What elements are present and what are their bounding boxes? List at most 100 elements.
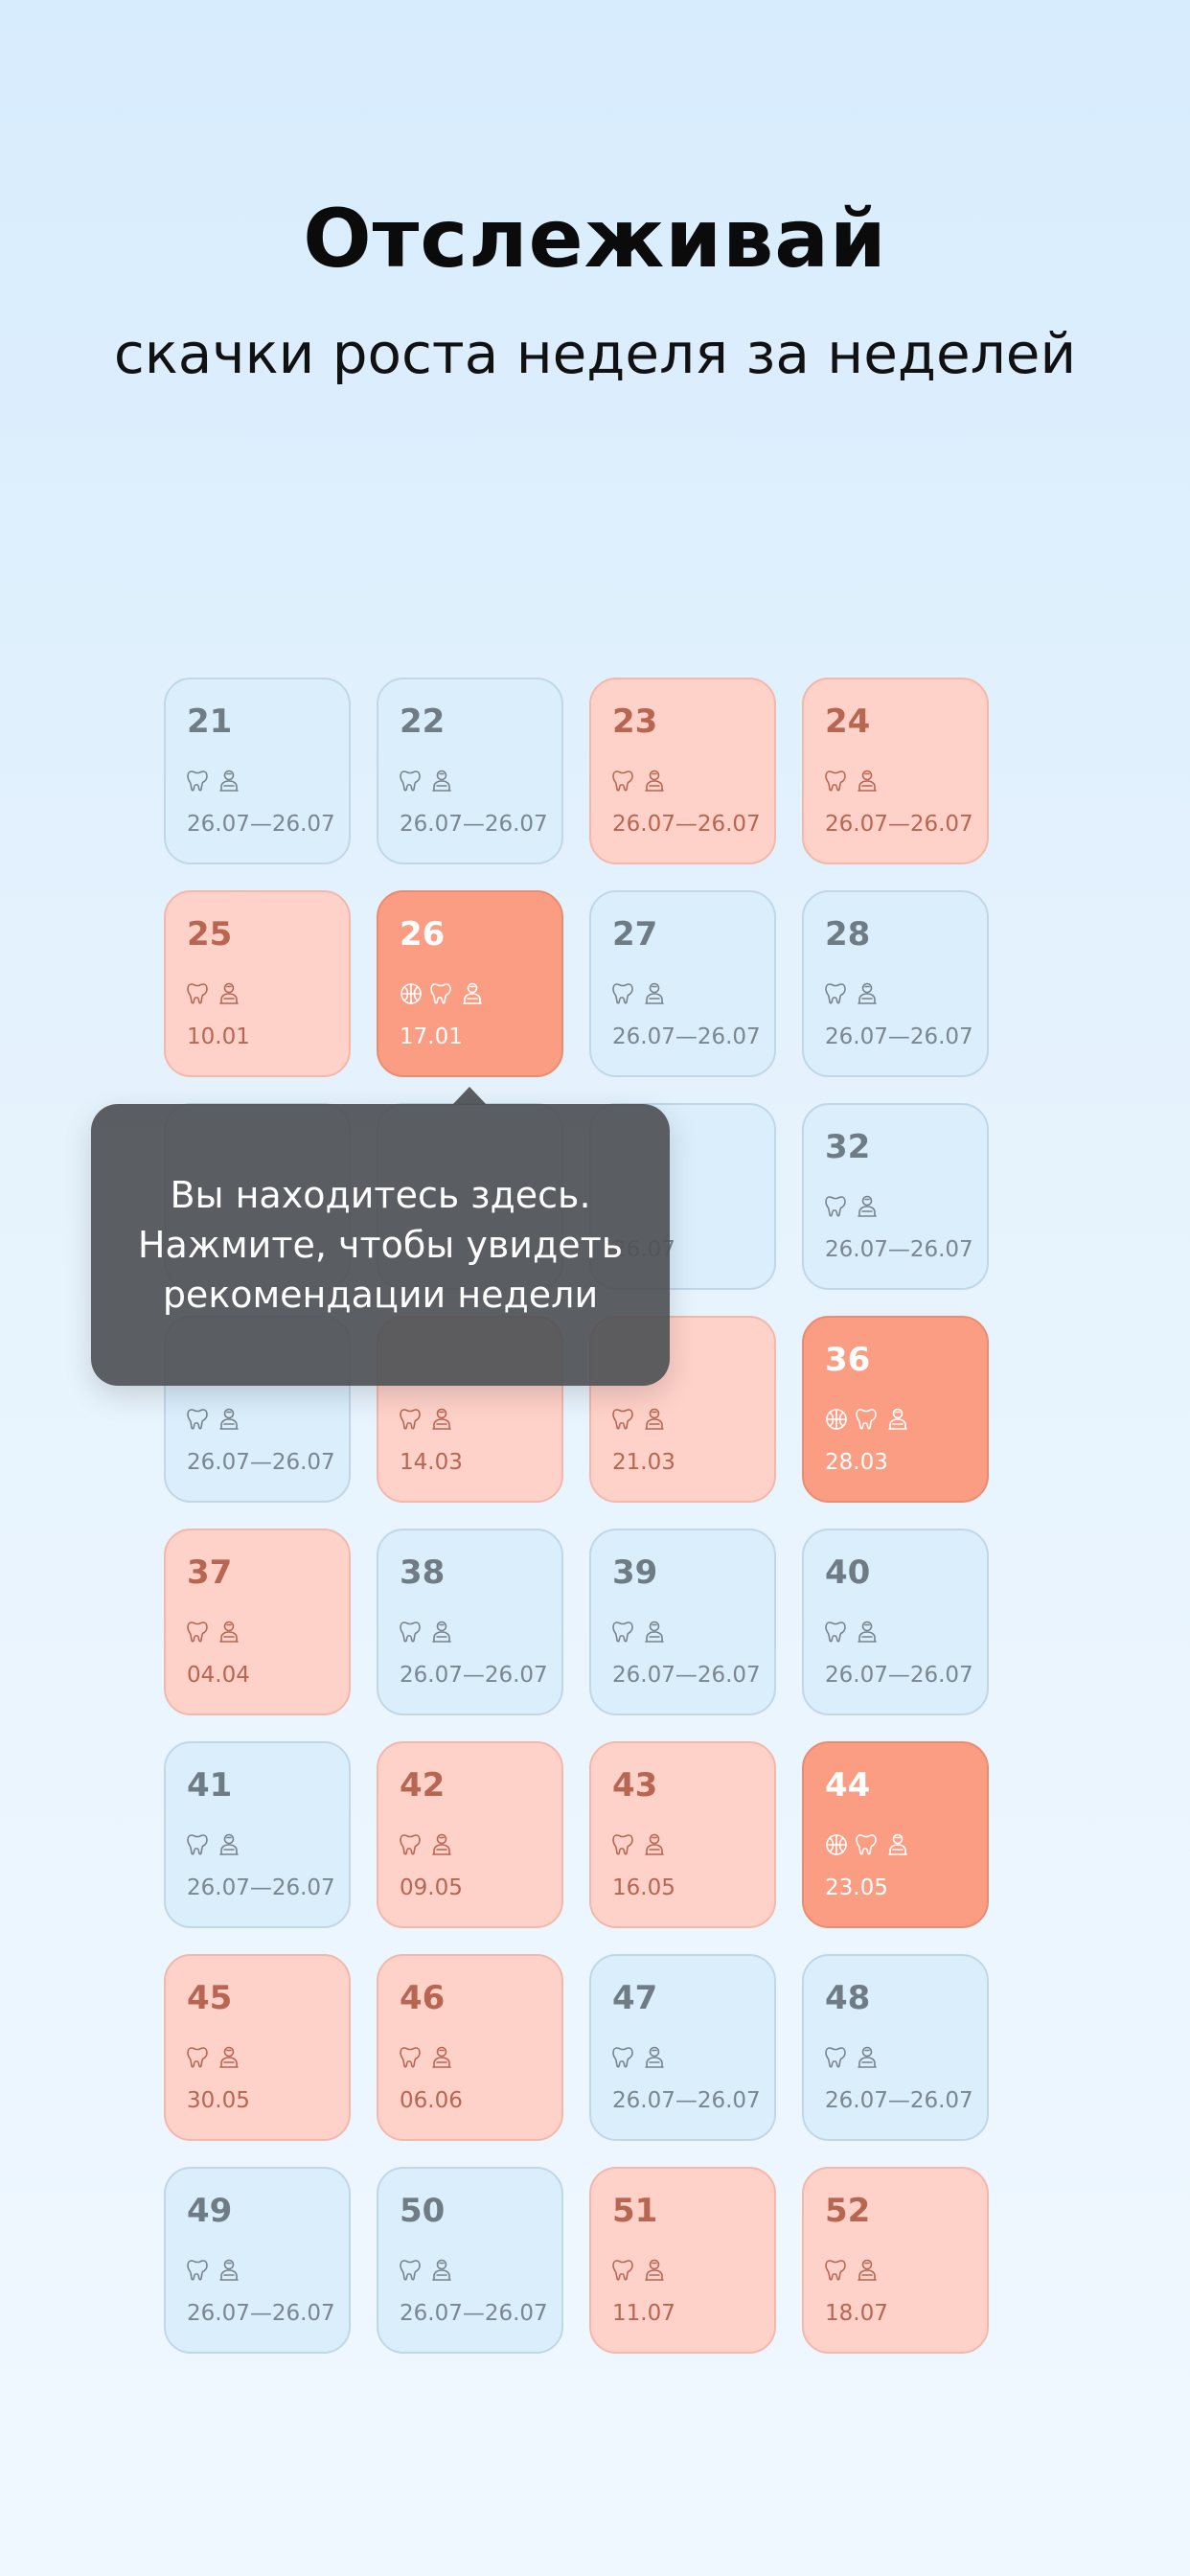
week-card[interactable]: 49 26.07—26.07 (164, 2167, 351, 2354)
week-number: 27 (612, 915, 658, 954)
tooth-icon (187, 983, 208, 1004)
week-number: 45 (187, 1979, 233, 2017)
week-number: 26 (400, 915, 446, 954)
week-date: 26.07—26.07 (612, 2088, 761, 2113)
tooth-icon (187, 2047, 208, 2068)
baby-icon (645, 1833, 664, 1855)
week-card[interactable]: 48 26.07—26.07 (802, 1954, 989, 2141)
tooth-icon (612, 2260, 633, 2281)
week-card[interactable]: 51 11.07 (589, 2167, 776, 2354)
tooth-icon (400, 770, 421, 792)
week-card[interactable]: 23 26.07—26.07 (589, 678, 776, 864)
week-icons (610, 1406, 668, 1433)
week-number: 25 (187, 915, 233, 954)
tooltip-arrow (452, 1087, 487, 1105)
week-card[interactable]: 22 26.07—26.07 (377, 678, 563, 864)
week-date: 26.07—26.07 (825, 2088, 973, 2113)
week-date: 26.07—26.07 (187, 1875, 335, 1900)
baby-icon (858, 770, 877, 792)
week-number: 49 (187, 2192, 233, 2230)
week-card[interactable]: 27 26.07—26.07 (589, 890, 776, 1077)
week-icons (823, 1831, 911, 1858)
week-card[interactable]: 50 26.07—26.07 (377, 2167, 563, 2354)
tooth-icon (400, 2260, 421, 2281)
week-date: 17.01 (400, 1024, 463, 1049)
week-icons (610, 1619, 668, 1645)
week-icons (398, 1406, 455, 1433)
week-date: 26.07—26.07 (825, 1663, 973, 1688)
tooth-icon (187, 2260, 208, 2281)
week-icons (823, 2257, 881, 2284)
week-card[interactable]: 28 26.07—26.07 (802, 890, 989, 1077)
week-card[interactable]: 46 06.06 (377, 1954, 563, 2141)
baby-icon (858, 2046, 877, 2068)
tooth-icon (400, 1622, 421, 1643)
week-card[interactable]: 39 26.07—26.07 (589, 1529, 776, 1715)
tooth-icon (612, 1834, 633, 1855)
baby-icon (858, 2259, 877, 2281)
week-icons (398, 1831, 455, 1858)
week-date: 26.07—26.07 (187, 2301, 335, 2326)
week-number: 47 (612, 1979, 658, 2017)
week-icons (185, 1831, 242, 1858)
baby-icon (219, 1621, 239, 1643)
week-card[interactable]: 44 23.05 (802, 1741, 989, 1928)
week-card[interactable]: 24 26.07—26.07 (802, 678, 989, 864)
week-date: 26.07—26.07 (187, 812, 335, 837)
tooth-icon (400, 1834, 421, 1855)
week-date: 26.07—26.07 (187, 1450, 335, 1475)
brain-icon (826, 1834, 847, 1855)
week-icons (185, 1406, 242, 1433)
baby-icon (219, 1408, 239, 1430)
week-date: 09.05 (400, 1875, 463, 1900)
tooth-icon (187, 1409, 208, 1430)
week-icons (823, 1406, 911, 1433)
week-card[interactable]: 21 26.07—26.07 (164, 678, 351, 864)
week-number: 32 (825, 1128, 871, 1166)
baby-icon (888, 1408, 907, 1430)
baby-icon (219, 982, 239, 1004)
week-card[interactable]: 40 26.07—26.07 (802, 1529, 989, 1715)
week-card[interactable]: 43 16.05 (589, 1741, 776, 1928)
week-card[interactable]: 42 09.05 (377, 1741, 563, 1928)
tooth-icon (400, 2047, 421, 2068)
week-date: 06.06 (400, 2088, 463, 2113)
baby-icon (888, 1833, 907, 1855)
week-card[interactable]: 52 18.07 (802, 2167, 989, 2354)
week-card[interactable]: 38 26.07—26.07 (377, 1529, 563, 1715)
tooth-icon (856, 1834, 877, 1855)
week-card[interactable]: 37 04.04 (164, 1529, 351, 1715)
week-icons (610, 768, 668, 794)
week-card[interactable]: 25 10.01 (164, 890, 351, 1077)
week-date: 26.07—26.07 (400, 1663, 548, 1688)
tooth-icon (612, 1409, 633, 1430)
baby-icon (645, 1621, 664, 1643)
week-card[interactable]: 26 17.01 (377, 890, 563, 1077)
week-number: 51 (612, 2192, 658, 2230)
week-card[interactable]: 36 28.03 (802, 1316, 989, 1503)
baby-icon (645, 770, 664, 792)
week-number: 21 (187, 702, 233, 741)
tooth-icon (612, 1622, 633, 1643)
week-icons (610, 2044, 668, 2071)
tooth-icon (187, 1834, 208, 1855)
week-card[interactable]: 45 30.05 (164, 1954, 351, 2141)
week-number: 37 (187, 1553, 233, 1592)
week-number: 23 (612, 702, 658, 741)
week-number: 39 (612, 1553, 658, 1592)
tooth-icon (825, 2047, 846, 2068)
week-card[interactable]: 32 26.07—26.07 (802, 1103, 989, 1290)
week-date: 30.05 (187, 2088, 250, 2113)
week-number: 48 (825, 1979, 871, 2017)
week-icons (610, 1831, 668, 1858)
week-date: 26.07—26.07 (400, 812, 548, 837)
week-card[interactable]: 41 26.07—26.07 (164, 1741, 351, 1928)
week-number: 42 (400, 1766, 446, 1805)
week-date: 28.03 (825, 1450, 888, 1475)
week-number: 28 (825, 915, 871, 954)
current-week-tooltip[interactable]: Вы находитесь здесь. Нажмите, чтобы увид… (91, 1104, 670, 1386)
week-date: 11.07 (612, 2301, 675, 2326)
week-number: 38 (400, 1553, 446, 1592)
week-icons (185, 768, 242, 794)
week-card[interactable]: 47 26.07—26.07 (589, 1954, 776, 2141)
